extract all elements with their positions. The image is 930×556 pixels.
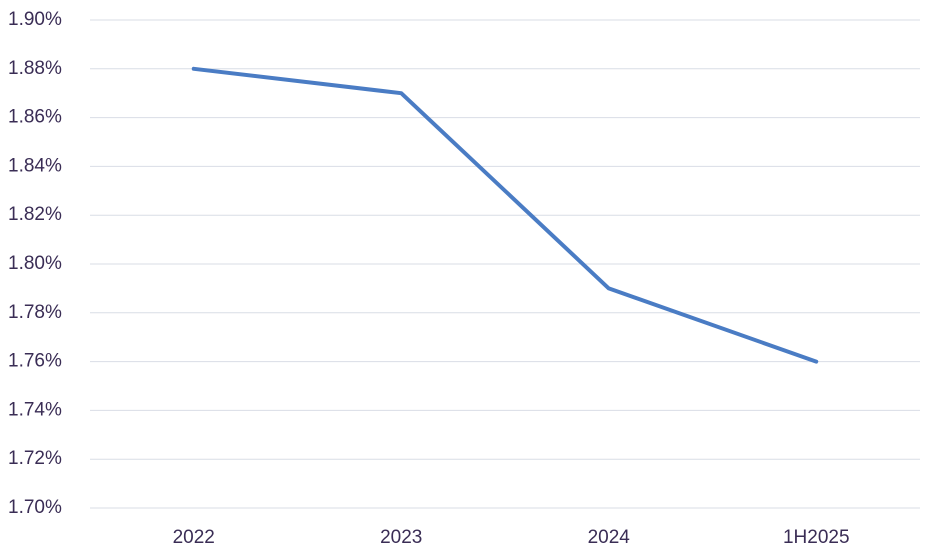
- x-tick-label: 2024: [588, 527, 631, 548]
- x-tick-label: 2022: [173, 527, 215, 548]
- y-tick-label: 1.84%: [8, 155, 62, 176]
- y-tick-label: 1.86%: [8, 107, 62, 128]
- y-tick-label: 1.76%: [8, 351, 62, 372]
- y-tick-label: 1.82%: [8, 204, 62, 225]
- y-tick-label: 1.78%: [8, 302, 62, 323]
- x-tick-label: 2023: [380, 527, 422, 548]
- y-tick-label: 1.90%: [8, 9, 62, 30]
- data-line: [191, 66, 819, 364]
- y-tick-label: 1.88%: [8, 58, 62, 79]
- y-tick-label: 1.80%: [8, 253, 62, 274]
- y-tick-label: 1.72%: [8, 448, 62, 469]
- x-tick-label: 1H2025: [783, 527, 850, 548]
- y-tick-label: 1.74%: [8, 399, 62, 420]
- y-tick-label: 1.70%: [8, 497, 62, 518]
